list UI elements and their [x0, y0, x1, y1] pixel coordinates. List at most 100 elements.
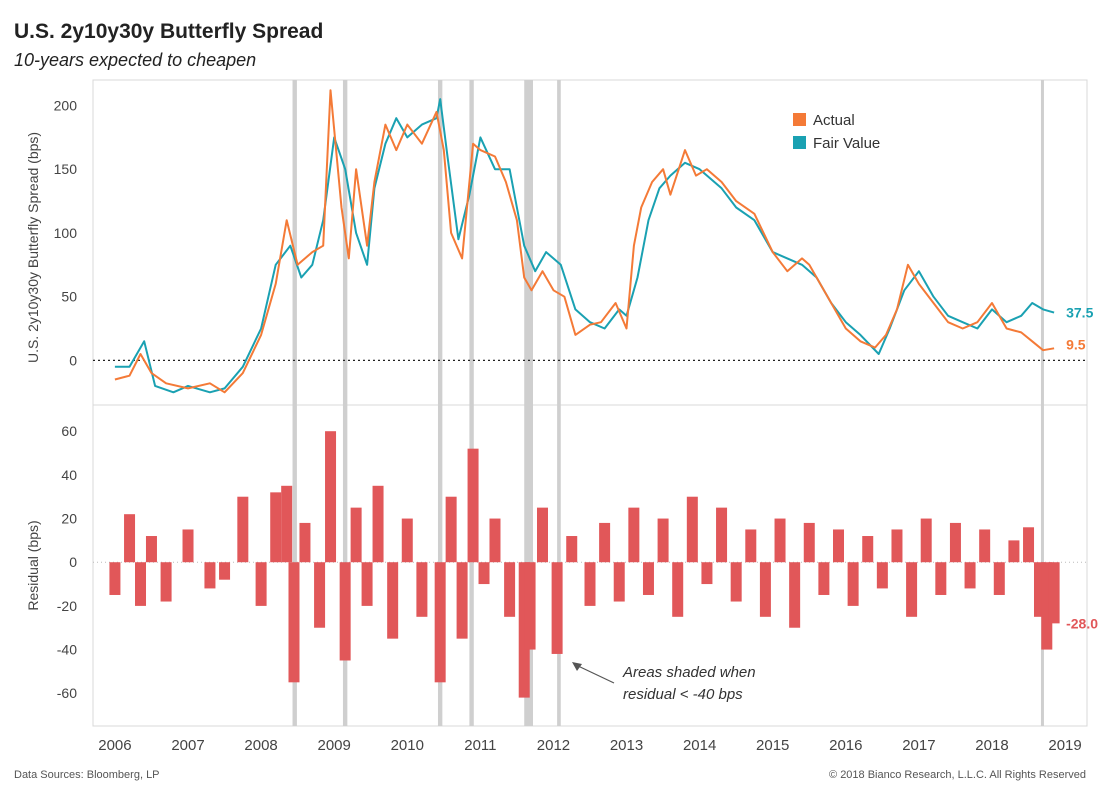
residual-bar [504, 562, 516, 617]
residual-bar [325, 431, 337, 563]
residual-bar [657, 518, 669, 563]
residual-bar [642, 562, 654, 595]
residual-end-label: -28.0 [1066, 615, 1098, 631]
residual-bar [599, 522, 611, 563]
residual-bar [255, 562, 267, 606]
shaded-period-4 [524, 80, 533, 726]
annotation-arrowhead [572, 662, 582, 671]
residual-bar [489, 518, 501, 563]
residual-bar [1048, 562, 1060, 624]
shaded-period-0 [292, 80, 297, 726]
x-tick-label: 2018 [975, 737, 1008, 754]
residual-bar [281, 485, 293, 563]
residual-bar [906, 562, 918, 617]
x-tick-label: 2014 [683, 737, 716, 754]
residual-bar [551, 562, 563, 654]
residual-bar [387, 562, 399, 639]
residual-bar [478, 562, 490, 585]
shaded-period-6 [1040, 80, 1044, 726]
residual-bar [730, 562, 742, 602]
shaded-period-5 [557, 80, 561, 726]
residual-y-tick-label: 0 [69, 554, 77, 570]
series-line-actual [114, 89, 1055, 394]
residual-bar [160, 562, 172, 602]
y-axis-label: U.S. 2y10y30y Butterfly Spread (bps) [25, 132, 41, 363]
x-tick-label: 2010 [391, 737, 424, 754]
residual-y-tick-label: 60 [61, 423, 77, 439]
residual-bar [584, 562, 596, 606]
residual-bar [536, 507, 548, 563]
residual-y-tick-label: -60 [57, 685, 77, 701]
residual-bar [993, 562, 1005, 595]
residual-bar [672, 562, 684, 617]
residual-bar [964, 562, 976, 589]
residual-bar [401, 518, 413, 563]
residual-bar [949, 522, 961, 563]
residual-bar [270, 492, 282, 563]
x-tick-label: 2017 [902, 737, 935, 754]
residual-bar [350, 507, 362, 563]
residual-panel: -60 -40 -20 0 20 40 60 Residual (bps) -28.0 Areas… [25, 423, 1098, 703]
x-tick-label: 2006 [98, 737, 131, 754]
annotation-text: residual < -40 bps [623, 686, 743, 703]
x-tick-label: 2007 [171, 737, 204, 754]
residual-bar [803, 522, 815, 563]
residual-bar [182, 529, 194, 563]
residual-bar [314, 562, 326, 628]
residual-bar [862, 536, 874, 563]
residual-bar [1008, 540, 1020, 563]
residual-bar [204, 562, 216, 589]
residual-bar [109, 562, 121, 595]
shaded-period-1 [342, 80, 348, 726]
residual-bar [774, 518, 786, 563]
legend-swatch-actual [793, 113, 806, 126]
residual-bar [935, 562, 947, 595]
residual-bar [456, 562, 468, 639]
y-tick-label: 100 [54, 225, 78, 241]
residual-bar [299, 522, 311, 563]
residual-y-tick-label: 40 [61, 467, 77, 483]
residual-bar [716, 507, 728, 563]
y-tick-label: 0 [69, 352, 77, 368]
residual-bar [339, 562, 351, 661]
residual-bar [219, 562, 231, 580]
residual-bar [818, 562, 830, 595]
data-source-note: Data Sources: Bloomberg, LP [14, 769, 160, 781]
fair-value-end-label: 37.5 [1066, 305, 1093, 321]
y-tick-label: 50 [61, 289, 77, 305]
x-tick-label: 2011 [464, 737, 496, 754]
residual-bar [518, 562, 530, 698]
residual-bar [361, 562, 373, 606]
x-tick-label: 2008 [244, 737, 277, 754]
chart-title: U.S. 2y10y30y Butterfly Spread [14, 20, 324, 43]
residual-y-tick-label: 20 [61, 511, 77, 527]
residual-bar [434, 562, 446, 683]
shaded-period-3 [469, 80, 474, 726]
copyright-note: © 2018 Bianco Research, L.L.C. All Right… [829, 769, 1086, 781]
legend-swatch-fair-value [793, 136, 806, 149]
x-axis: 2006 2007 2008 2009 2010 2011 2012 2013 2014 2015… [98, 737, 1082, 754]
actual-end-label: 9.5 [1066, 336, 1086, 352]
residual-bar [524, 562, 536, 650]
x-tick-label: 2013 [610, 737, 643, 754]
annotation-text: Areas shaded when [622, 664, 756, 681]
residual-y-tick-label: -20 [57, 598, 77, 614]
residual-bar [686, 496, 698, 563]
residual-bar [745, 529, 757, 563]
residual-bar [759, 562, 771, 617]
residual-bar [1023, 527, 1035, 563]
plot-frame [92, 79, 1088, 727]
residual-bar [445, 496, 457, 563]
legend-label-actual: Actual [813, 112, 855, 129]
residual-y-axis-label: Residual (bps) [25, 520, 41, 610]
residual-bar [847, 562, 859, 606]
residual-bar [145, 536, 157, 563]
chart-subtitle: 10-years expected to cheapen [14, 50, 257, 70]
residual-bar [416, 562, 428, 617]
residual-y-tick-label: -40 [57, 642, 77, 658]
x-tick-label: 2009 [318, 737, 351, 754]
residual-bar [237, 496, 249, 563]
y-tick-label: 150 [54, 161, 78, 177]
x-tick-label: 2015 [756, 737, 789, 754]
x-tick-label: 2012 [537, 737, 570, 754]
